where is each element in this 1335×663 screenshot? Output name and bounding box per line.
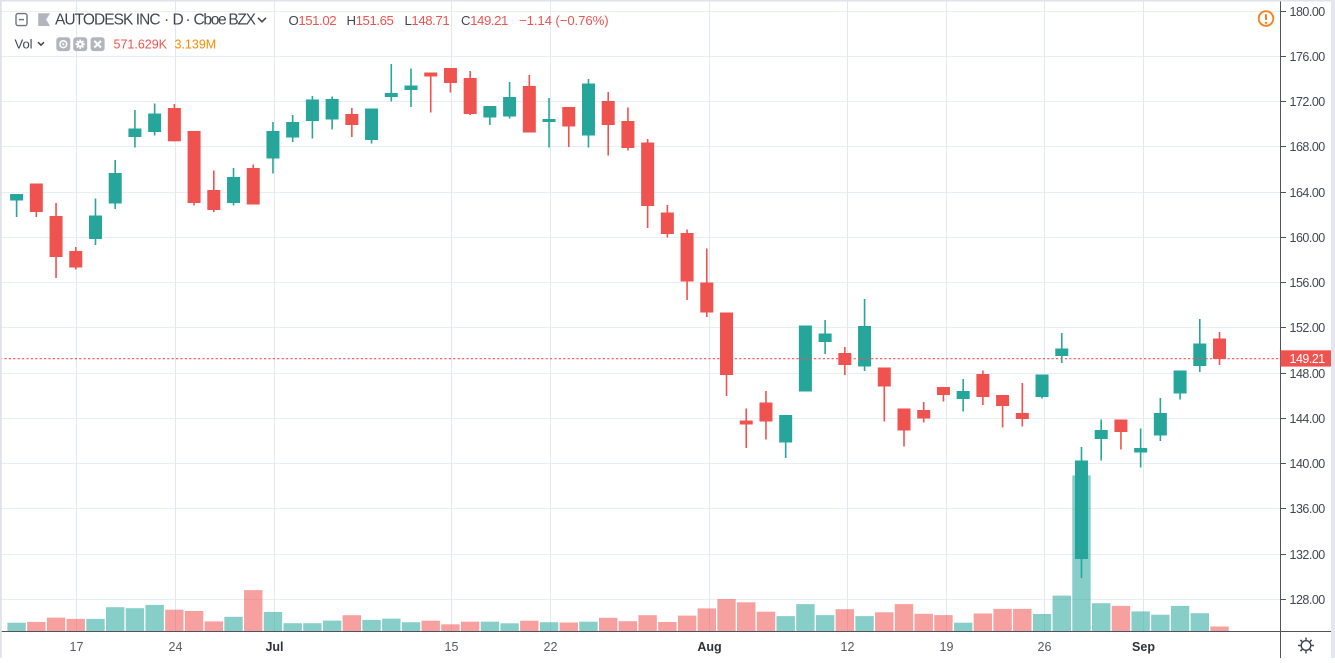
svg-text:180.00: 180.00 bbox=[1290, 5, 1326, 19]
svg-text:26: 26 bbox=[1038, 640, 1052, 654]
svg-text:149.21: 149.21 bbox=[1290, 352, 1326, 366]
svg-text:·: · bbox=[164, 12, 169, 29]
svg-text:152.00: 152.00 bbox=[1290, 321, 1326, 335]
svg-text:17: 17 bbox=[70, 640, 84, 654]
svg-text:Jul: Jul bbox=[265, 640, 283, 654]
svg-text:136.00: 136.00 bbox=[1290, 502, 1326, 516]
svg-text:571.629K: 571.629K bbox=[114, 38, 168, 52]
svg-text:Cboe BZX: Cboe BZX bbox=[194, 12, 257, 29]
svg-text:168.00: 168.00 bbox=[1290, 140, 1326, 154]
svg-text:12: 12 bbox=[841, 640, 855, 654]
svg-text:L148.71: L148.71 bbox=[405, 13, 450, 28]
svg-text:15: 15 bbox=[445, 640, 459, 654]
svg-text:AUTODESK INC: AUTODESK INC bbox=[55, 12, 160, 29]
svg-text:−1.14 (−0.76%): −1.14 (−0.76%) bbox=[519, 13, 609, 28]
svg-text:19: 19 bbox=[940, 640, 954, 654]
svg-text:O151.02: O151.02 bbox=[289, 13, 337, 28]
svg-text:·: · bbox=[186, 12, 191, 29]
svg-text:176.00: 176.00 bbox=[1290, 50, 1326, 64]
svg-text:156.00: 156.00 bbox=[1290, 276, 1326, 290]
svg-text:132.00: 132.00 bbox=[1290, 548, 1326, 562]
svg-text:144.00: 144.00 bbox=[1290, 412, 1326, 426]
svg-text:164.00: 164.00 bbox=[1290, 186, 1326, 200]
svg-text:Aug: Aug bbox=[697, 640, 721, 654]
svg-text:128.00: 128.00 bbox=[1290, 593, 1326, 607]
svg-text:160.00: 160.00 bbox=[1290, 231, 1326, 245]
svg-text:172.00: 172.00 bbox=[1290, 95, 1326, 109]
svg-text:C149.21: C149.21 bbox=[461, 13, 508, 28]
svg-text:22: 22 bbox=[544, 640, 558, 654]
svg-text:24: 24 bbox=[169, 640, 183, 654]
svg-text:3.139M: 3.139M bbox=[175, 38, 217, 52]
svg-text:140.00: 140.00 bbox=[1290, 457, 1326, 471]
svg-text:D: D bbox=[173, 12, 184, 29]
svg-text:Sep: Sep bbox=[1132, 640, 1155, 654]
svg-text:Vol: Vol bbox=[15, 37, 33, 52]
svg-text:148.00: 148.00 bbox=[1290, 367, 1326, 381]
svg-text:H151.65: H151.65 bbox=[347, 13, 394, 28]
